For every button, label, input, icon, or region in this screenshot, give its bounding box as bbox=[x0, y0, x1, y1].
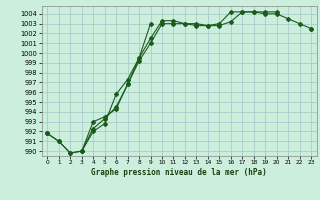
X-axis label: Graphe pression niveau de la mer (hPa): Graphe pression niveau de la mer (hPa) bbox=[91, 168, 267, 177]
